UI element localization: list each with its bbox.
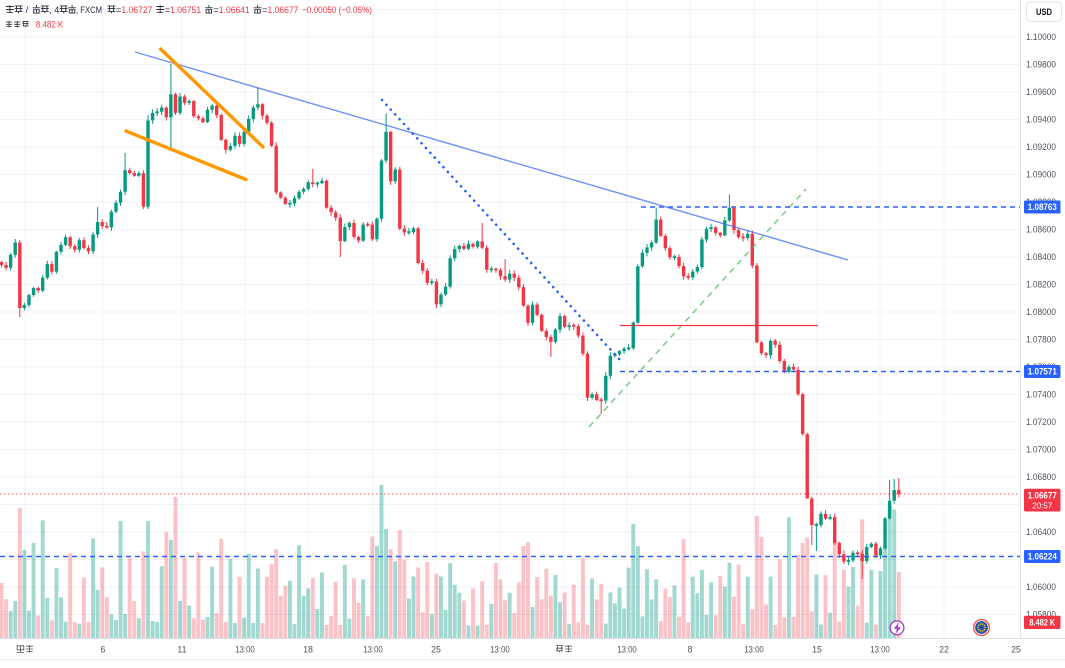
svg-text:, FXCM: , FXCM <box>76 5 102 15</box>
svg-text:13:00: 13:00 <box>490 644 510 654</box>
svg-text:4: 4 <box>54 5 59 15</box>
svg-text:1.08200: 1.08200 <box>1026 280 1056 290</box>
svg-text:−0.00050 (−0.05%): −0.00050 (−0.05%) <box>302 5 372 15</box>
svg-text:1.07571: 1.07571 <box>1028 367 1057 377</box>
svg-text:11: 11 <box>177 644 186 654</box>
svg-text:=: = <box>165 5 170 15</box>
svg-text:8.482 K: 8.482 K <box>36 19 64 29</box>
svg-text:1.06800: 1.06800 <box>1026 472 1056 482</box>
svg-text:1.09600: 1.09600 <box>1026 87 1056 97</box>
svg-text:,: , <box>49 5 52 15</box>
svg-text:1.06677: 1.06677 <box>1028 491 1057 501</box>
svg-text:1.09200: 1.09200 <box>1026 142 1056 152</box>
svg-text:1.09800: 1.09800 <box>1026 60 1056 70</box>
svg-text:1.09400: 1.09400 <box>1026 115 1056 125</box>
svg-text:=: = <box>213 5 218 15</box>
svg-text:13:00: 13:00 <box>870 644 890 654</box>
svg-text:/: / <box>26 5 29 15</box>
svg-text:6: 6 <box>101 644 106 654</box>
svg-text:1.07000: 1.07000 <box>1026 445 1056 455</box>
svg-text:=: = <box>262 5 267 15</box>
svg-text:25: 25 <box>431 644 441 654</box>
svg-text:18: 18 <box>303 644 313 654</box>
svg-text:1.06751: 1.06751 <box>170 5 201 15</box>
svg-text:25: 25 <box>1011 644 1021 654</box>
svg-text:1.08400: 1.08400 <box>1026 252 1056 262</box>
svg-text:1.06224: 1.06224 <box>1028 552 1057 562</box>
svg-text:8: 8 <box>688 644 693 654</box>
svg-text:1.05800: 1.05800 <box>1026 610 1056 620</box>
svg-text:1.08000: 1.08000 <box>1026 307 1056 317</box>
svg-text:1.10000: 1.10000 <box>1026 32 1056 42</box>
svg-text:1.08763: 1.08763 <box>1028 202 1057 212</box>
svg-text:1.07200: 1.07200 <box>1026 417 1056 427</box>
svg-text:1.06400: 1.06400 <box>1026 527 1056 537</box>
svg-text:13:00: 13:00 <box>235 644 255 654</box>
svg-text:1.09000: 1.09000 <box>1026 170 1056 180</box>
svg-text:1.06677: 1.06677 <box>268 5 299 15</box>
svg-text:1.06727: 1.06727 <box>121 5 152 15</box>
svg-text:20:57: 20:57 <box>1032 501 1052 511</box>
svg-text:15: 15 <box>812 644 822 654</box>
svg-text:1.07800: 1.07800 <box>1026 335 1056 345</box>
svg-text:13:00: 13:00 <box>744 644 764 654</box>
svg-text:22: 22 <box>939 644 949 654</box>
svg-text:13:00: 13:00 <box>363 644 383 654</box>
svg-text:1.06641: 1.06641 <box>219 5 250 15</box>
svg-text:8.482 K: 8.482 K <box>1029 618 1056 628</box>
svg-text:=: = <box>116 5 121 15</box>
svg-text:1.07400: 1.07400 <box>1026 390 1056 400</box>
svg-text:USD: USD <box>1036 7 1052 17</box>
svg-text:1.08600: 1.08600 <box>1026 225 1056 235</box>
svg-text:13:00: 13:00 <box>617 644 637 654</box>
svg-text:1.06000: 1.06000 <box>1026 582 1056 592</box>
